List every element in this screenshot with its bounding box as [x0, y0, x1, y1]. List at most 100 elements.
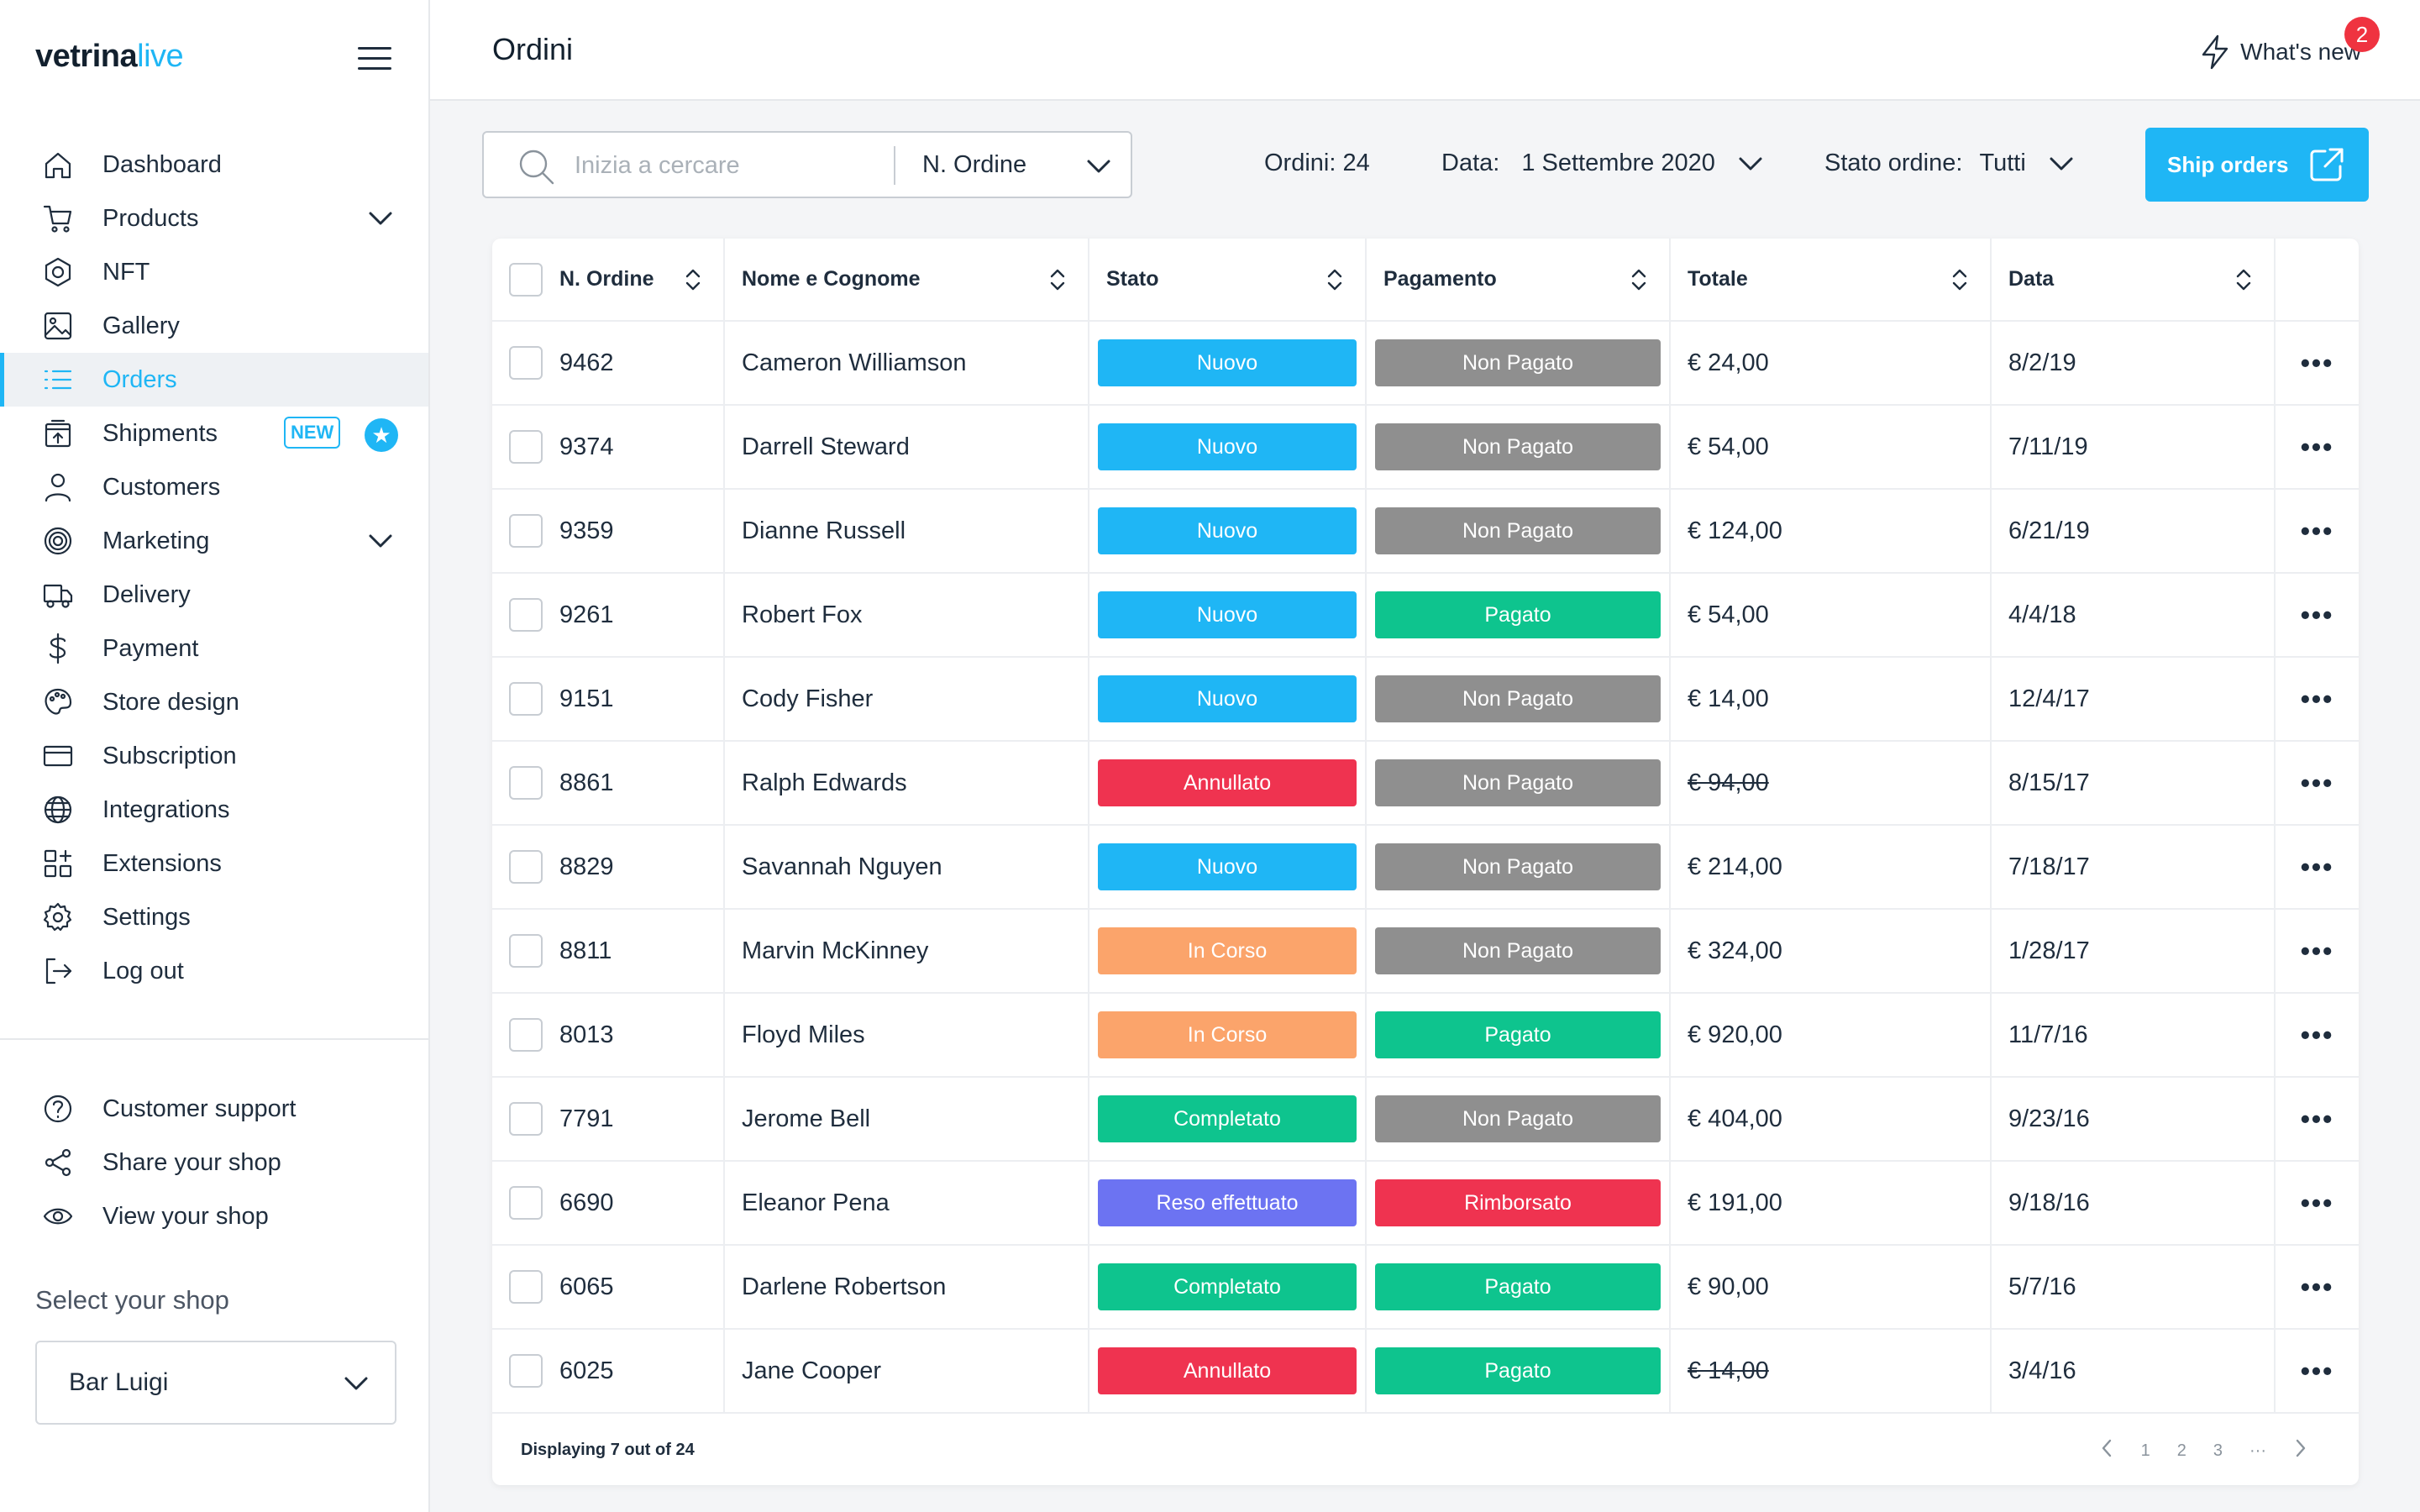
status-badge[interactable]: Nuovo	[1098, 423, 1357, 470]
sidebar-item-nft[interactable]: NFT	[0, 245, 428, 299]
more-options-icon[interactable]: •••	[2275, 1077, 2359, 1162]
sort-icon[interactable]	[1630, 267, 1647, 292]
sidebar-item-delivery[interactable]: Delivery	[0, 568, 428, 622]
column-header-payment[interactable]: Pagamento	[1366, 239, 1671, 322]
more-options-icon[interactable]: •••	[2275, 657, 2359, 742]
row-checkbox[interactable]	[509, 1186, 543, 1220]
sidebar-item-settings[interactable]: Settings	[0, 890, 428, 944]
page-link[interactable]: ···	[2249, 1441, 2266, 1460]
status-badge[interactable]: Nuovo	[1098, 675, 1357, 722]
status-badge[interactable]: In Corso	[1098, 927, 1357, 974]
more-options-icon[interactable]: •••	[2275, 1161, 2359, 1246]
search-input[interactable]	[575, 146, 852, 185]
status-badge[interactable]: Nuovo	[1098, 843, 1357, 890]
sidebar-item-customers[interactable]: Customers	[0, 460, 428, 514]
table-row[interactable]: 9374 Darrell Steward Nuovo Non Pagato € 54,0…	[492, 405, 2359, 490]
table-row[interactable]: 9462 Cameron Williamson Nuovo Non Pagato € 2…	[492, 321, 2359, 406]
more-options-icon[interactable]: •••	[2275, 573, 2359, 658]
more-options-icon[interactable]: •••	[2275, 825, 2359, 910]
whats-new-button[interactable]: What's new	[2197, 34, 2361, 71]
column-header-total[interactable]: Totale	[1670, 239, 1992, 322]
column-header-order-number[interactable]: N. Ordine	[492, 239, 725, 322]
payment-badge[interactable]: Non Pagato	[1375, 843, 1661, 890]
sidebar-item-extensions[interactable]: Extensions	[0, 837, 428, 890]
sidebar-item-dashboard[interactable]: Dashboard	[0, 138, 428, 192]
page-link[interactable]: 1	[2140, 1441, 2150, 1460]
row-checkbox[interactable]	[509, 850, 543, 884]
brand-logo[interactable]: vetrinalive	[35, 39, 184, 74]
payment-badge[interactable]: Non Pagato	[1375, 927, 1661, 974]
table-row[interactable]: 7791 Jerome Bell Completato Non Pagato € 404…	[492, 1077, 2359, 1162]
row-checkbox[interactable]	[509, 934, 543, 968]
row-checkbox[interactable]	[509, 430, 543, 464]
sidebar-item-customer-support[interactable]: Customer support	[0, 1082, 428, 1136]
sidebar-item-share-your-shop[interactable]: Share your shop	[0, 1136, 428, 1189]
row-checkbox[interactable]	[509, 1354, 543, 1388]
sidebar-item-integrations[interactable]: Integrations	[0, 783, 428, 837]
select-all-checkbox[interactable]	[509, 262, 543, 297]
status-badge[interactable]: Reso effettuato	[1098, 1179, 1357, 1226]
sort-icon[interactable]	[1951, 267, 1968, 292]
shop-select[interactable]: Bar Luigi	[35, 1341, 396, 1425]
more-options-icon[interactable]: •••	[2275, 1329, 2359, 1414]
row-checkbox[interactable]	[509, 598, 543, 632]
more-options-icon[interactable]: •••	[2275, 993, 2359, 1078]
table-row[interactable]: 6690 Eleanor Pena Reso effettuato Rimborsat…	[492, 1161, 2359, 1246]
payment-badge[interactable]: Non Pagato	[1375, 339, 1661, 386]
status-badge[interactable]: In Corso	[1098, 1011, 1357, 1058]
row-checkbox[interactable]	[509, 346, 543, 380]
sidebar-item-shipments[interactable]: Shipments NEW ★	[0, 407, 428, 460]
payment-badge[interactable]: Non Pagato	[1375, 507, 1661, 554]
more-options-icon[interactable]: •••	[2275, 321, 2359, 406]
table-row[interactable]: 8811 Marvin McKinney In Corso Non Pagato € 3…	[492, 909, 2359, 994]
chevron-down-icon[interactable]	[366, 529, 395, 553]
status-badge[interactable]: Nuovo	[1098, 507, 1357, 554]
column-header-name[interactable]: Nome e Cognome	[724, 239, 1089, 322]
sidebar-item-gallery[interactable]: Gallery	[0, 299, 428, 353]
sort-icon[interactable]	[1049, 267, 1066, 292]
menu-icon[interactable]	[358, 47, 391, 72]
table-row[interactable]: 8861 Ralph Edwards Annullato Non Pagato € 94…	[492, 741, 2359, 826]
page-link[interactable]: 3	[2213, 1441, 2223, 1460]
column-header-date[interactable]: Data	[1991, 239, 2276, 322]
payment-badge[interactable]: Pagato	[1375, 1263, 1661, 1310]
table-row[interactable]: 6025 Jane Cooper Annullato Pagato € 14,00 3/4…	[492, 1329, 2359, 1414]
payment-badge[interactable]: Non Pagato	[1375, 1095, 1661, 1142]
date-filter[interactable]: Data: 1 Settembre 2020	[1441, 150, 1764, 177]
sort-icon[interactable]	[1326, 267, 1343, 292]
more-options-icon[interactable]: •••	[2275, 405, 2359, 490]
sidebar-item-store-design[interactable]: Store design	[0, 675, 428, 729]
more-options-icon[interactable]: •••	[2275, 741, 2359, 826]
payment-badge[interactable]: Non Pagato	[1375, 759, 1661, 806]
table-row[interactable]: 6065 Darlene Robertson Completato Pagato € 9…	[492, 1245, 2359, 1330]
more-options-icon[interactable]: •••	[2275, 1245, 2359, 1330]
sidebar-item-subscription[interactable]: Subscription	[0, 729, 428, 783]
status-badge[interactable]: Annullato	[1098, 759, 1357, 806]
table-row[interactable]: 9151 Cody Fisher Nuovo Non Pagato € 14,00 12/…	[492, 657, 2359, 742]
chevron-down-icon[interactable]	[366, 207, 395, 230]
payment-badge[interactable]: Pagato	[1375, 1347, 1661, 1394]
payment-badge[interactable]: Non Pagato	[1375, 423, 1661, 470]
sidebar-item-view-your-shop[interactable]: View your shop	[0, 1189, 428, 1243]
sidebar-item-products[interactable]: Products	[0, 192, 428, 245]
status-badge[interactable]: Annullato	[1098, 1347, 1357, 1394]
table-row[interactable]: 8829 Savannah Nguyen Nuovo Non Pagato € 214,…	[492, 825, 2359, 910]
status-filter[interactable]: Stato ordine: Tutti	[1824, 150, 2075, 177]
payment-badge[interactable]: Pagato	[1375, 591, 1661, 638]
status-badge[interactable]: Nuovo	[1098, 339, 1357, 386]
column-header-status[interactable]: Stato	[1089, 239, 1367, 322]
payment-badge[interactable]: Rimborsato	[1375, 1179, 1661, 1226]
more-options-icon[interactable]: •••	[2275, 489, 2359, 574]
row-checkbox[interactable]	[509, 1102, 543, 1136]
sort-icon[interactable]	[2235, 267, 2252, 292]
status-badge[interactable]: Completato	[1098, 1095, 1357, 1142]
row-checkbox[interactable]	[509, 1270, 543, 1304]
row-checkbox[interactable]	[509, 766, 543, 800]
table-row[interactable]: 9359 Dianne Russell Nuovo Non Pagato € 124,0…	[492, 489, 2359, 574]
row-checkbox[interactable]	[509, 1018, 543, 1052]
status-badge[interactable]: Completato	[1098, 1263, 1357, 1310]
row-checkbox[interactable]	[509, 514, 543, 548]
chevron-right-icon[interactable]	[2293, 1438, 2308, 1463]
status-badge[interactable]: Nuovo	[1098, 591, 1357, 638]
sidebar-item-marketing[interactable]: Marketing	[0, 514, 428, 568]
